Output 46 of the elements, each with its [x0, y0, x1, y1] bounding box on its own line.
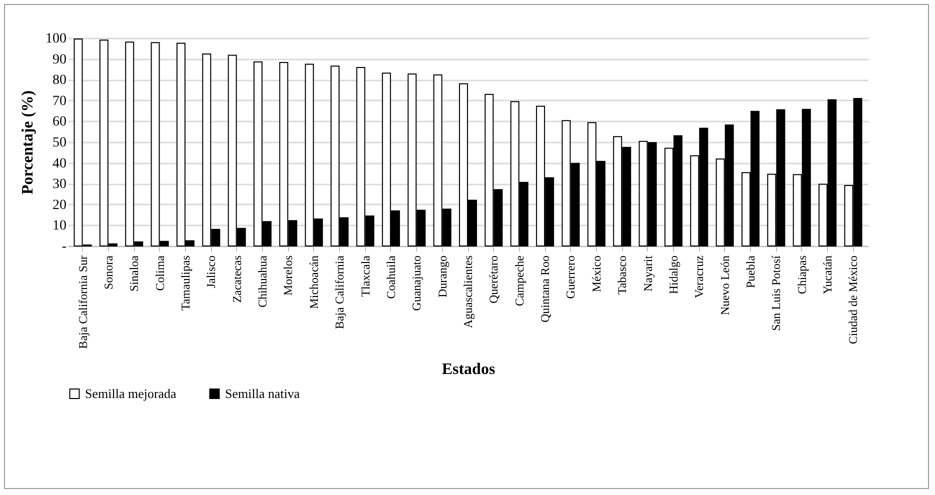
x-tick-label: Yucatán [820, 256, 835, 294]
x-axis-title: Estados [442, 360, 496, 378]
x-tick-label: Guerrero [564, 256, 578, 299]
y-tick-label: 90 [52, 52, 66, 68]
x-tick-label: Michoacán [306, 256, 321, 309]
x-tick-label: Quintana Roo [538, 256, 552, 322]
y-tick-label: 10 [52, 218, 66, 234]
y-tick-label: 60 [52, 114, 66, 130]
x-tick-label: San Luis Potosí [769, 254, 784, 331]
x-tick-label: Baja California [332, 254, 347, 330]
x-tick-label: Sonora [101, 254, 116, 290]
y-tick-label: 70 [52, 94, 66, 109]
y-tick-label: 20 [52, 198, 66, 213]
x-tick-label: Baja California Sur [76, 256, 90, 349]
x-tick-label: Morelos [281, 255, 296, 296]
y-tick-label: 100 [46, 32, 66, 46]
x-tick-label: Nayarit [640, 254, 655, 292]
x-tick-label: Campeche [512, 256, 526, 306]
y-tick-label: 80 [52, 73, 66, 88]
x-tick-label: Puebla [744, 254, 758, 288]
x-tick-label: Chiapas [794, 255, 809, 294]
x-tick-label: Tamaulipas [178, 255, 192, 311]
x-tick-label: Sinaloa [127, 254, 142, 292]
legend-label: Semilla nativa [225, 386, 300, 401]
y-tick-label: 30 [52, 177, 66, 192]
y-tick-label: 40 [52, 156, 66, 172]
x-tick-label: México [589, 256, 604, 292]
y-axis-title: Porcentaje (%) [20, 90, 36, 195]
x-tick-label: Hidalgo [666, 256, 680, 294]
x-tick-label: Querétaro [486, 256, 501, 304]
x-tick-label: Guanajuato [410, 256, 424, 311]
x-tick-label: Jalisco [204, 256, 218, 288]
x-tick-label: Colima [152, 254, 167, 291]
x-tick-label: Chihuahua [256, 254, 270, 308]
x-tick-label: Nuevo León [718, 256, 732, 316]
x-tick-label: Durango [435, 256, 450, 298]
x-tick-label: Tlaxcala [358, 254, 372, 297]
legend-label: Semilla mejorada [85, 386, 177, 401]
x-tick-label: Coahuila [384, 254, 398, 299]
x-tick-label: Ciudad de México [846, 256, 860, 344]
x-tick-label: Aguascalientes [461, 255, 475, 328]
x-tick-label: Veracruz [692, 256, 706, 298]
x-tick-label: Zacatecas [230, 255, 244, 303]
x-tick-label: Tabasco [615, 256, 630, 295]
y-tick-label: 50 [52, 136, 66, 150]
y-tick-label: - [62, 240, 67, 254]
